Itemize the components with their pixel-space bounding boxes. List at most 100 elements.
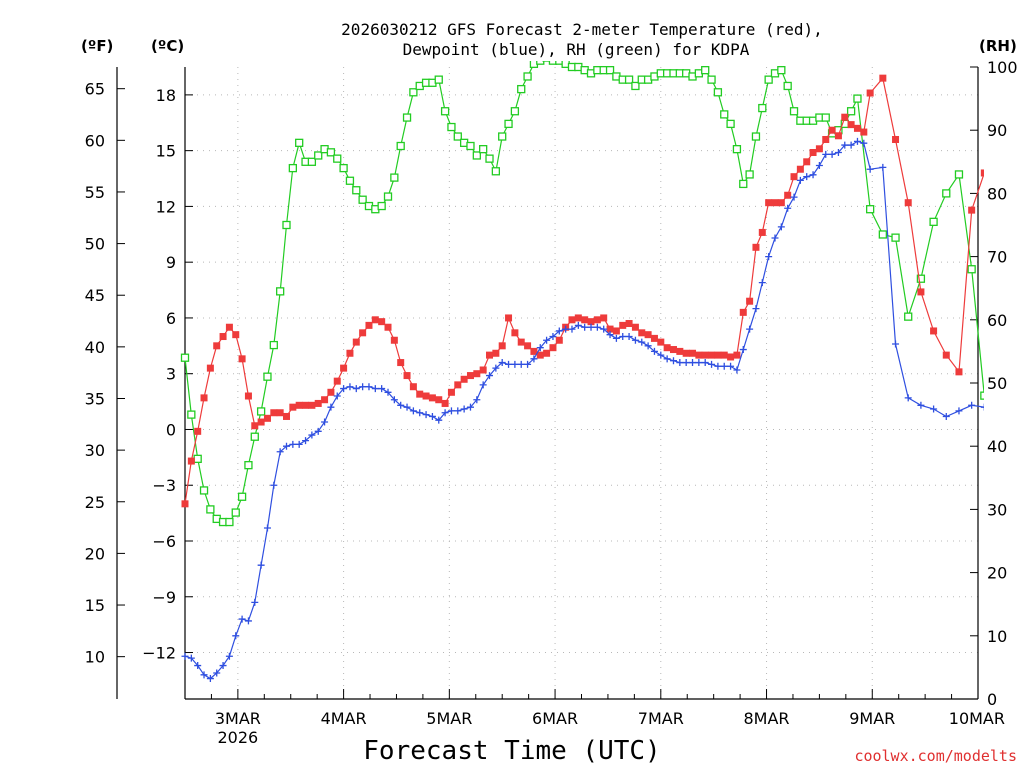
dewpoint-marker (581, 323, 589, 331)
temperature-marker (308, 401, 316, 409)
temperature-marker (638, 329, 646, 337)
dewpoint-marker (1006, 355, 1013, 362)
rh-marker (282, 220, 291, 230)
dewpoint-marker (263, 524, 271, 532)
dewpoint-marker (486, 372, 494, 380)
temperature-marker (251, 422, 259, 430)
rh-marker (777, 66, 786, 75)
temperature-marker (244, 392, 252, 400)
rh-marker (447, 122, 456, 132)
dewpoint-marker (435, 416, 443, 424)
dewpoint-marker (727, 362, 735, 370)
dewpoint-marker (822, 150, 830, 158)
temperature-marker (498, 342, 506, 350)
dewpoint-marker (625, 333, 633, 341)
dewpoint-marker (562, 325, 570, 333)
temperature-marker (225, 323, 233, 331)
dewpoint-line (184, 140, 984, 680)
dewpoint-marker (739, 346, 747, 354)
temperature-marker (283, 412, 291, 420)
dewpoint-marker (657, 351, 665, 359)
credit-link[interactable]: coolwx.com/modelts (854, 747, 1017, 765)
dewpoint-marker (955, 407, 963, 415)
temperature-marker (327, 388, 335, 396)
temperature-marker (447, 388, 455, 396)
temperature-marker (708, 351, 716, 359)
fahrenheit-tick-label: 60 (85, 131, 105, 150)
rh-marker (237, 492, 247, 501)
rh-marker (891, 233, 900, 242)
dewpoint-marker (689, 359, 697, 367)
dewpoint-marker (365, 383, 373, 391)
rh-marker (555, 61, 564, 65)
dewpoint-marker (612, 334, 620, 342)
temperature-marker (473, 370, 481, 378)
dewpoint-marker (746, 325, 754, 333)
dewpoint-marker (847, 141, 855, 149)
rh-marker (732, 145, 742, 154)
temperature-marker (860, 128, 868, 136)
temperature-marker (803, 158, 811, 166)
temperature-marker (777, 199, 785, 207)
temperature-marker (879, 74, 887, 82)
temperature-marker (695, 351, 703, 359)
rh-marker (942, 189, 951, 198)
rh-marker (180, 353, 190, 362)
rh-marker (510, 107, 520, 116)
dewpoint-marker (492, 364, 500, 372)
temperature-marker (263, 414, 271, 422)
temperature-marker (619, 321, 627, 329)
dewpoint-marker (321, 418, 329, 426)
dewpoint-marker (498, 359, 506, 367)
dewpoint-marker (809, 171, 817, 179)
dewpoint-marker (441, 409, 449, 417)
dewpoint-marker (359, 383, 367, 391)
dewpoint-marker (650, 347, 658, 355)
temperature-marker (384, 323, 392, 331)
rh-marker (314, 151, 323, 160)
x-tick-label: 6MAR (532, 709, 578, 728)
dewpoint-marker (568, 325, 576, 333)
rh-marker (472, 151, 481, 160)
dewpoint-marker (187, 654, 195, 662)
fahrenheit-unit-label: (ºF) (81, 37, 113, 55)
temperature-marker (517, 338, 525, 346)
celsius-unit-label: (ºC) (151, 37, 184, 55)
temperature-marker (606, 325, 614, 333)
rh-marker (916, 274, 926, 283)
dewpoint-marker (530, 355, 538, 363)
temperature-marker (270, 409, 278, 417)
dewpoint-marker (682, 359, 690, 367)
temperature-marker (701, 351, 709, 359)
rh-marker (504, 119, 513, 129)
dewpoint-marker (777, 223, 785, 231)
temperature-marker (181, 500, 189, 508)
dewpoint-marker (466, 403, 474, 411)
x-tick-label: 3MAR (215, 709, 261, 728)
dewpoint-marker (638, 338, 646, 346)
rh-tick-label: 60 (987, 311, 1007, 330)
rh-marker (206, 505, 215, 514)
temperature-marker (187, 457, 195, 465)
fahrenheit-tick-label: 50 (85, 235, 105, 254)
dewpoint-marker (517, 360, 525, 368)
temperature-marker (841, 113, 849, 121)
dewpoint-marker (346, 383, 354, 391)
dewpoint-marker (828, 150, 836, 158)
x-tick-label: 9MAR (849, 709, 895, 728)
dewpoint-marker (200, 671, 208, 679)
dewpoint-marker (758, 279, 766, 287)
dewpoint-marker (447, 407, 455, 415)
rh-marker (326, 148, 336, 157)
temperature-marker (815, 145, 823, 153)
temperature-marker (206, 364, 214, 372)
rh-marker (339, 163, 348, 173)
dewpoint-marker (194, 662, 202, 670)
dewpoint-marker (720, 362, 728, 370)
temperature-marker (955, 368, 963, 376)
temperature-marker (968, 206, 976, 214)
dewpoint-marker (695, 359, 703, 367)
rh-marker (764, 75, 773, 84)
temperature-marker (758, 228, 766, 236)
